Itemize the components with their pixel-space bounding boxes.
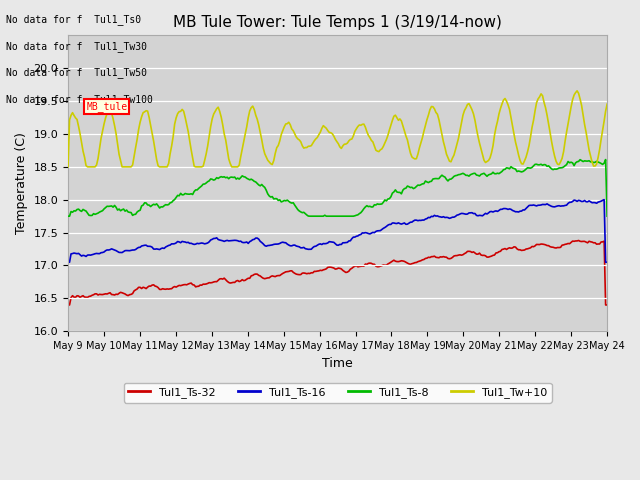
Text: No data for f  Tul1_Ts0: No data for f Tul1_Ts0 (6, 14, 141, 25)
Text: No data for f  Tul1_Tw30: No data for f Tul1_Tw30 (6, 41, 147, 52)
Text: No data for f  Tul1_Tw100: No data for f Tul1_Tw100 (6, 94, 153, 105)
Legend: Tul1_Ts-32, Tul1_Ts-16, Tul1_Ts-8, Tul1_Tw+10: Tul1_Ts-32, Tul1_Ts-16, Tul1_Ts-8, Tul1_… (124, 383, 552, 403)
Text: No data for f  Tul1_Tw50: No data for f Tul1_Tw50 (6, 67, 147, 78)
Title: MB Tule Tower: Tule Temps 1 (3/19/14-now): MB Tule Tower: Tule Temps 1 (3/19/14-now… (173, 15, 502, 30)
Y-axis label: Temperature (C): Temperature (C) (15, 132, 28, 234)
Text: MB_tule: MB_tule (86, 101, 127, 112)
X-axis label: Time: Time (322, 357, 353, 370)
